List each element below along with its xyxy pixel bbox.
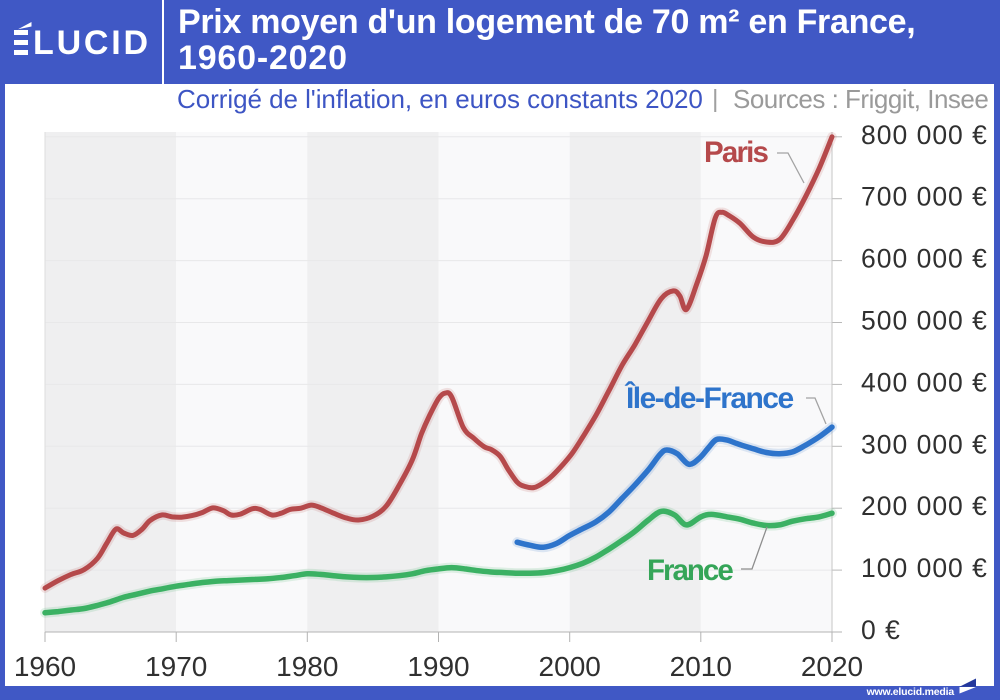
svg-text:2020: 2020 — [801, 651, 863, 682]
svg-text:500 000 €: 500 000 € — [861, 306, 988, 336]
svg-text:1980: 1980 — [276, 651, 338, 682]
svg-text:France: France — [647, 554, 733, 587]
svg-text:700 000 €: 700 000 € — [861, 182, 988, 212]
svg-text:800 000 €: 800 000 € — [861, 120, 988, 150]
svg-text:300 000 €: 300 000 € — [861, 429, 988, 459]
svg-text:1970: 1970 — [145, 651, 207, 682]
svg-text:2000: 2000 — [539, 651, 601, 682]
svg-text:1990: 1990 — [407, 651, 469, 682]
svg-text:1960: 1960 — [14, 651, 76, 682]
svg-text:100 000 €: 100 000 € — [861, 553, 988, 583]
svg-text:400 000 €: 400 000 € — [861, 367, 988, 397]
svg-text:0 €: 0 € — [861, 615, 901, 645]
svg-text:200 000 €: 200 000 € — [861, 491, 988, 521]
svg-text:2010: 2010 — [670, 651, 732, 682]
svg-text:Paris: Paris — [704, 136, 769, 169]
svg-text:600 000 €: 600 000 € — [861, 244, 988, 274]
svg-text:Île-de-France: Île-de-France — [624, 381, 793, 415]
